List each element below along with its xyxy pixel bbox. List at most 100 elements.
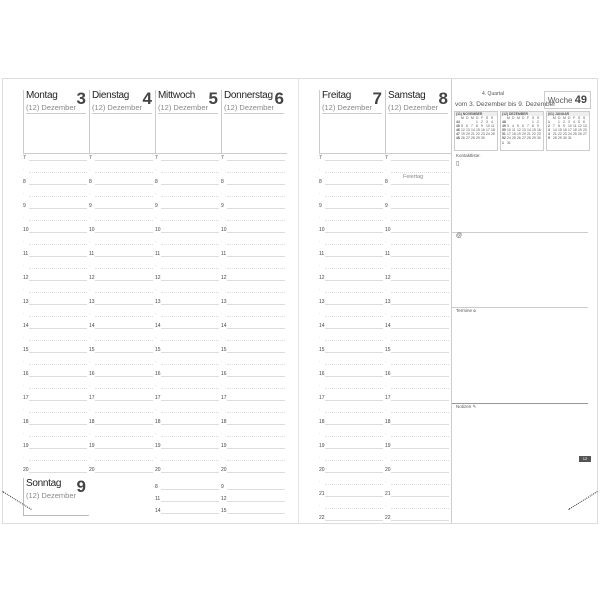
hour-line[interactable] [161,328,219,329]
hour-line[interactable] [325,388,383,389]
calendar-day[interactable]: 4 [491,120,493,125]
hour-line[interactable] [391,352,449,353]
calendar-day[interactable]: 7 [527,124,529,129]
calendar-day[interactable]: 16 [563,128,567,133]
day-note-line[interactable] [322,113,382,114]
hour-line[interactable] [227,280,285,281]
hour-line[interactable] [161,472,219,473]
calendar-day[interactable] [537,141,542,145]
calendar-day[interactable]: 1 [532,120,534,125]
calendar-day[interactable]: 4 [512,124,514,129]
hour-line[interactable] [391,316,449,317]
hour-line[interactable] [29,400,87,401]
hour-line[interactable] [227,352,285,353]
hour-line[interactable] [391,172,449,173]
calendar-day[interactable]: 1 [476,120,478,125]
hour-line[interactable] [161,280,219,281]
hour-line[interactable] [95,376,153,377]
calendar-day[interactable]: 16 [481,128,485,133]
calendar-day[interactable]: 12 [517,128,521,133]
calendar-day[interactable]: 24 [568,132,572,137]
calendar-day[interactable]: 5 [461,124,463,129]
calendar-day[interactable]: 6 [583,120,585,125]
hour-line[interactable] [227,364,285,365]
calendar-day[interactable]: 26 [517,136,521,141]
hour-line[interactable] [325,304,383,305]
day-column-mittwoch[interactable]: Mittwoch 5 (12) Dezember [155,89,221,154]
calendar-day[interactable]: 15 [476,128,480,133]
calendar-day[interactable]: 18 [573,128,577,133]
calendar-day[interactable]: 30 [563,136,567,141]
calendar-day[interactable]: 7 [471,124,473,129]
calendar-day[interactable]: 15 [532,128,536,133]
calendar-day[interactable]: 22 [558,132,562,137]
hour-line[interactable] [325,448,383,449]
calendar-day[interactable]: 30 [481,136,485,141]
hour-line[interactable] [227,292,285,293]
hour-line[interactable] [227,328,285,329]
hour-line[interactable] [29,184,87,185]
hour-line[interactable] [391,400,449,401]
hour-line[interactable] [29,196,87,197]
hour-line[interactable] [227,232,285,233]
hour-line[interactable] [325,424,383,425]
hour-line[interactable] [325,184,383,185]
hour-line[interactable] [391,280,449,281]
hour-line[interactable] [391,256,449,257]
hour-line[interactable] [391,412,449,413]
calendar-day[interactable]: 6 [466,124,468,129]
calendar-day[interactable]: 1 [558,120,560,125]
hour-line[interactable] [161,340,219,341]
hour-line[interactable] [95,412,153,413]
hour-line[interactable] [391,244,449,245]
hour-line[interactable] [161,208,219,209]
hour-line[interactable] [29,304,87,305]
hour-line[interactable] [325,292,383,293]
month-tab[interactable]: 12 [579,456,591,462]
calendar-day[interactable]: 18 [491,128,495,133]
calendar-day[interactable]: 10 [486,124,490,129]
hour-line[interactable] [391,160,449,161]
day-column-dienstag[interactable]: Dienstag 4 (12) Dezember [89,89,155,154]
hour-line[interactable] [161,184,219,185]
hour-line[interactable] [325,376,383,377]
hour-line[interactable] [161,172,219,173]
hour-line[interactable] [227,208,285,209]
hour-line[interactable] [325,364,383,365]
hour-line[interactable] [95,448,153,449]
hour-line[interactable] [325,328,383,329]
day-note-line[interactable] [92,113,152,114]
hour-line[interactable] [325,268,383,269]
hour-line[interactable] [29,436,87,437]
calendar-day[interactable]: 29 [558,136,562,141]
calendar-day[interactable]: 14 [471,128,475,133]
hour-line[interactable] [391,472,449,473]
hour-line[interactable] [95,388,153,389]
calendar-day[interactable] [491,136,496,140]
hour-line[interactable] [29,376,87,377]
hour-line[interactable] [391,340,449,341]
hour-line[interactable] [29,280,87,281]
hour-line[interactable] [29,472,87,473]
calendar-day[interactable]: 19 [461,132,465,137]
hour-line[interactable] [161,460,219,461]
hour-line[interactable] [325,232,383,233]
hour-line[interactable] [95,472,153,473]
calendar-day[interactable]: 13 [583,124,587,129]
hour-line[interactable] [95,364,153,365]
hour-line[interactable] [95,256,153,257]
calendar-day[interactable]: 3 [568,120,570,125]
calendar-day[interactable]: 8 [558,124,560,129]
calendar-day[interactable]: 6 [522,124,524,129]
calendar-day[interactable]: 23 [563,132,567,137]
hour-line[interactable] [391,436,449,437]
calendar-day[interactable]: 21 [553,132,557,137]
calendar-day[interactable]: 16 [537,128,541,133]
hour-line[interactable] [391,196,449,197]
calendar-day[interactable]: 13 [466,128,470,133]
hour-line[interactable] [29,340,87,341]
calendar-day[interactable]: 19 [517,132,521,137]
hour-line[interactable] [95,220,153,221]
hour-line[interactable] [95,280,153,281]
calendar-day[interactable]: 11 [491,124,495,129]
